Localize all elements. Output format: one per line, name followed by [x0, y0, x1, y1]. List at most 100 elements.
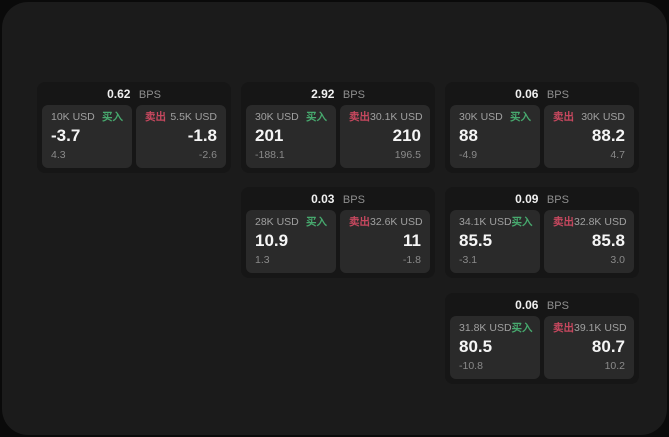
quote-card-2: 0.06 BPS 30K USD 买入 88 -4.9 卖出 30K USD 8… — [445, 82, 639, 173]
buy-amount: 34.1K USD — [459, 216, 512, 228]
sell-meta-row: 卖出 5.5K USD — [145, 111, 217, 124]
buy-price: 80.5 — [459, 337, 493, 356]
panels-row: 28K USD 买入 10.9 1.3 卖出 32.6K USD 11 -1.8 — [241, 210, 435, 273]
buy-quote-panel[interactable]: 28K USD 买入 10.9 1.3 — [246, 210, 336, 273]
bps-header: 0.03 BPS — [241, 187, 435, 210]
sell-price: 88.2 — [591, 126, 625, 145]
buy-quote-panel[interactable]: 31.8K USD 买入 80.5 -10.8 — [450, 316, 540, 379]
sell-side-label: 卖出 — [553, 111, 574, 123]
sell-amount: 5.5K USD — [170, 111, 217, 123]
buy-amount: 10K USD — [51, 111, 95, 123]
buy-side-label: 买入 — [306, 111, 327, 123]
buy-quote-panel[interactable]: 10K USD 买入 -3.7 4.3 — [42, 105, 132, 168]
bps-header: 0.09 BPS — [445, 187, 639, 210]
buy-price: 88 — [459, 126, 478, 145]
buy-side-label: 买入 — [511, 216, 533, 228]
buy-delta: -4.9 — [459, 149, 478, 161]
panels-row: 10K USD 买入 -3.7 4.3 卖出 5.5K USD -1.8 -2.… — [37, 105, 231, 168]
sell-price: 11 — [403, 231, 421, 250]
panels-row: 30K USD 买入 201 -188.1 卖出 30.1K USD 210 1… — [241, 105, 435, 168]
bps-unit-label: BPS — [138, 89, 161, 101]
sell-meta-row: 卖出 32.6K USD — [349, 216, 423, 229]
bps-unit-label: BPS — [546, 300, 569, 312]
sell-price: 85.8 — [591, 231, 625, 250]
buy-price: 85.5 — [459, 231, 493, 250]
bps-unit-label: BPS — [342, 194, 365, 206]
sell-quote-panel[interactable]: 卖出 30.1K USD 210 196.5 — [340, 105, 430, 168]
sell-price: 80.7 — [591, 337, 625, 356]
bps-value: 0.06 — [515, 87, 539, 101]
sell-quote-panel[interactable]: 卖出 30K USD 88.2 4.7 — [544, 105, 634, 168]
buy-side-label: 买入 — [510, 111, 531, 123]
sell-side-label: 卖出 — [145, 111, 166, 123]
sell-side-label: 卖出 — [553, 322, 574, 334]
sell-delta: 4.7 — [610, 149, 625, 161]
bps-header: 0.62 BPS — [37, 82, 231, 105]
sell-delta: 10.2 — [604, 360, 625, 372]
buy-meta-row: 31.8K USD 买入 — [459, 322, 533, 335]
sell-amount: 39.1K USD — [574, 322, 627, 334]
sell-amount: 30.1K USD — [370, 111, 423, 123]
quote-card-4: 0.09 BPS 34.1K USD 买入 85.5 -3.1 卖出 32.8K… — [445, 187, 639, 278]
quote-card-5: 0.06 BPS 31.8K USD 买入 80.5 -10.8 卖出 39.1… — [445, 293, 639, 384]
buy-delta: -3.1 — [459, 254, 478, 266]
buy-price: 10.9 — [255, 231, 289, 250]
bps-value: 0.06 — [515, 298, 539, 312]
buy-side-label: 买入 — [102, 111, 123, 123]
buy-side-label: 买入 — [511, 322, 533, 334]
buy-quote-panel[interactable]: 30K USD 买入 201 -188.1 — [246, 105, 336, 168]
buy-quote-panel[interactable]: 34.1K USD 买入 85.5 -3.1 — [450, 210, 540, 273]
sell-amount: 32.6K USD — [370, 216, 423, 228]
buy-meta-row: 34.1K USD 买入 — [459, 216, 533, 229]
quote-card-3: 0.03 BPS 28K USD 买入 10.9 1.3 卖出 32.6K US… — [241, 187, 435, 278]
panels-row: 34.1K USD 买入 85.5 -3.1 卖出 32.8K USD 85.8… — [445, 210, 639, 273]
sell-delta: 196.5 — [394, 149, 421, 161]
sell-price: -1.8 — [187, 126, 217, 145]
sell-quote-panel[interactable]: 卖出 5.5K USD -1.8 -2.6 — [136, 105, 226, 168]
sell-meta-row: 卖出 30K USD — [553, 111, 625, 124]
bps-header: 0.06 BPS — [445, 82, 639, 105]
buy-amount: 31.8K USD — [459, 322, 512, 334]
bps-value: 2.92 — [311, 87, 335, 101]
sell-side-label: 卖出 — [553, 216, 574, 228]
buy-side-label: 买入 — [306, 216, 327, 228]
quote-card-1: 2.92 BPS 30K USD 买入 201 -188.1 卖出 30.1K … — [241, 82, 435, 173]
buy-quote-panel[interactable]: 30K USD 买入 88 -4.9 — [450, 105, 540, 168]
bps-header: 0.06 BPS — [445, 293, 639, 316]
sell-amount: 30K USD — [581, 111, 625, 123]
sell-delta: -2.6 — [198, 149, 217, 161]
bps-header: 2.92 BPS — [241, 82, 435, 105]
buy-price: -3.7 — [51, 126, 81, 145]
buy-meta-row: 28K USD 买入 — [255, 216, 327, 229]
sell-meta-row: 卖出 32.8K USD — [553, 216, 627, 229]
panels-row: 30K USD 买入 88 -4.9 卖出 30K USD 88.2 4.7 — [445, 105, 639, 168]
sell-delta: 3.0 — [610, 254, 625, 266]
sell-amount: 32.8K USD — [574, 216, 627, 228]
sell-side-label: 卖出 — [349, 111, 370, 123]
buy-meta-row: 10K USD 买入 — [51, 111, 123, 124]
buy-delta: 4.3 — [51, 149, 66, 161]
buy-meta-row: 30K USD 买入 — [459, 111, 531, 124]
buy-amount: 28K USD — [255, 216, 299, 228]
bps-unit-label: BPS — [342, 89, 365, 101]
buy-delta: -10.8 — [459, 360, 483, 372]
buy-price: 201 — [255, 126, 284, 145]
buy-delta: -188.1 — [255, 149, 285, 161]
buy-amount: 30K USD — [255, 111, 299, 123]
sell-meta-row: 卖出 39.1K USD — [553, 322, 627, 335]
panels-row: 31.8K USD 买入 80.5 -10.8 卖出 39.1K USD 80.… — [445, 316, 639, 379]
sell-quote-panel[interactable]: 卖出 32.8K USD 85.8 3.0 — [544, 210, 634, 273]
buy-meta-row: 30K USD 买入 — [255, 111, 327, 124]
sell-side-label: 卖出 — [349, 216, 370, 228]
buy-amount: 30K USD — [459, 111, 503, 123]
sell-price: 210 — [392, 126, 421, 145]
sell-quote-panel[interactable]: 卖出 39.1K USD 80.7 10.2 — [544, 316, 634, 379]
bps-value: 0.62 — [107, 87, 131, 101]
bps-unit-label: BPS — [546, 194, 569, 206]
sell-delta: -1.8 — [402, 254, 421, 266]
bps-unit-label: BPS — [546, 89, 569, 101]
bps-value: 0.09 — [515, 192, 539, 206]
quote-card-0: 0.62 BPS 10K USD 买入 -3.7 4.3 卖出 5.5K USD… — [37, 82, 231, 173]
sell-quote-panel[interactable]: 卖出 32.6K USD 11 -1.8 — [340, 210, 430, 273]
